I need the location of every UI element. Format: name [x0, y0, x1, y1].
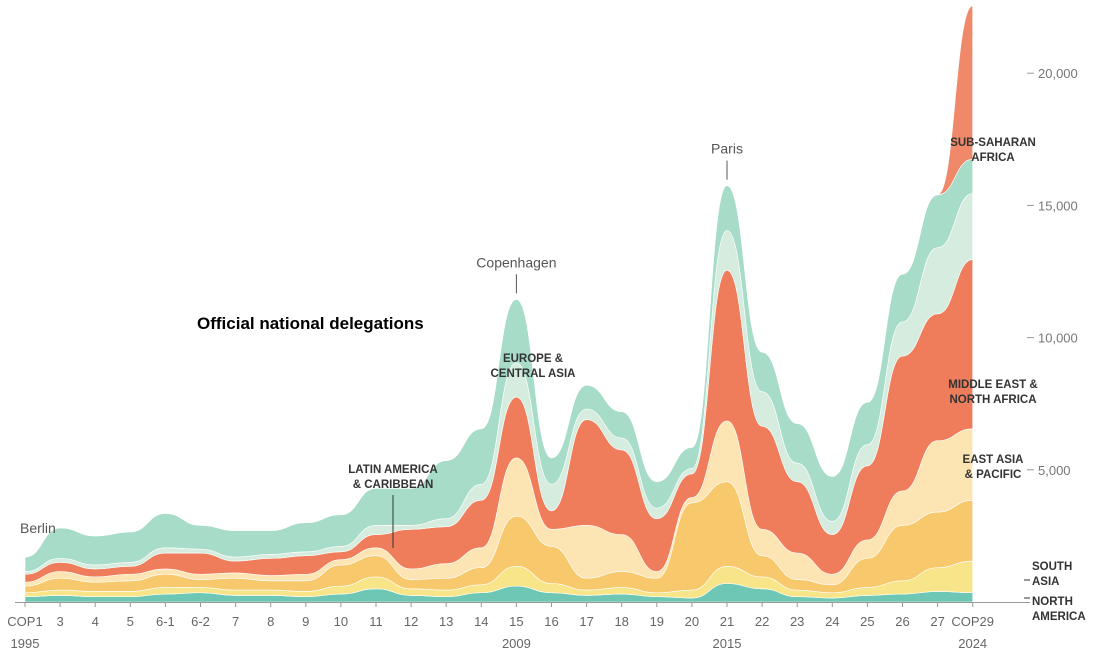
- region-label: NORTH: [1032, 596, 1073, 608]
- x-tick-label: 9: [302, 614, 309, 629]
- x-tick-label: 7: [232, 614, 239, 629]
- x-tick-label: 11: [369, 614, 383, 629]
- region-label: AMERICA: [1032, 611, 1086, 623]
- x-tick-label: 15: [509, 614, 523, 629]
- x-tick-label: 21: [720, 614, 734, 629]
- region-label: LATIN AMERICA: [348, 464, 437, 476]
- x-tick-label: 24: [825, 614, 839, 629]
- x-tick-label: 13: [439, 614, 453, 629]
- y-tick-label: 10,000: [1038, 331, 1078, 346]
- x-tick-label: 20: [685, 614, 699, 629]
- x-tick-label: 23: [790, 614, 804, 629]
- y-tick-label: 20,000: [1038, 66, 1078, 81]
- region-label: CENTRAL ASIA: [491, 368, 576, 380]
- x-tick-label: 18: [614, 614, 628, 629]
- x-tick-label: 25: [860, 614, 874, 629]
- x-tick-label: 22: [755, 614, 769, 629]
- year-label: 2009: [502, 636, 531, 651]
- region-label: & CARIBBEAN: [353, 479, 434, 491]
- x-tick-label: 4: [92, 614, 99, 629]
- area-top-series: [24, 5, 973, 558]
- y-tick-label: 5,000: [1038, 463, 1071, 478]
- x-tick-label: 3: [56, 614, 63, 629]
- region-label: EAST ASIA: [963, 454, 1024, 466]
- x-axis: COP1 3 4 5 6-1 6-2 7 8 9 10 11 12 13 14 15 16 17 18 19 20 21…: [7, 602, 1030, 651]
- x-tick-label: 12: [404, 614, 418, 629]
- x-tick-label: 14: [474, 614, 488, 629]
- region-label: AFRICA: [971, 152, 1014, 164]
- city-label: Copenhagen: [476, 254, 556, 270]
- region-label: EUROPE &: [503, 353, 563, 365]
- x-tick-label: 5: [127, 614, 134, 629]
- region-label: SUB-SAHARAN: [950, 137, 1036, 149]
- region-label: SOUTH: [1032, 561, 1072, 573]
- x-tick-label: 8: [267, 614, 274, 629]
- x-tick-label: 17: [579, 614, 593, 629]
- x-tick-label: 6-1: [156, 614, 175, 629]
- region-label: & PACIFIC: [965, 469, 1022, 481]
- chart-title: Official national delegations: [197, 314, 424, 333]
- annotations: BerlinCopenhagenParisDubaiLATIN AMERICA&…: [20, 137, 1086, 623]
- x-tick-label: 19: [650, 614, 664, 629]
- city-label: Paris: [711, 141, 743, 157]
- x-tick-label: 16: [544, 614, 558, 629]
- year-label: 2015: [713, 636, 742, 651]
- stacked-areas: [24, 5, 973, 603]
- x-tick-label: 26: [895, 614, 909, 629]
- region-label: MIDDLE EAST &: [948, 379, 1037, 391]
- region-label: NORTH AFRICA: [949, 394, 1036, 406]
- x-tick-label: 10: [334, 614, 348, 629]
- city-label: Berlin: [20, 520, 56, 536]
- year-label: 1995: [11, 636, 40, 651]
- y-tick-label: 15,000: [1038, 198, 1078, 213]
- x-tick-label: 27: [930, 614, 944, 629]
- x-tick-label: 6-2: [191, 614, 210, 629]
- x-tick-label: COP1: [7, 614, 42, 629]
- y-axis: 5,000 10,000 15,000 20,000: [1027, 66, 1078, 478]
- region-label: ASIA: [1032, 576, 1059, 588]
- x-tick-label: COP29: [951, 614, 994, 629]
- year-label: 2024: [958, 636, 987, 651]
